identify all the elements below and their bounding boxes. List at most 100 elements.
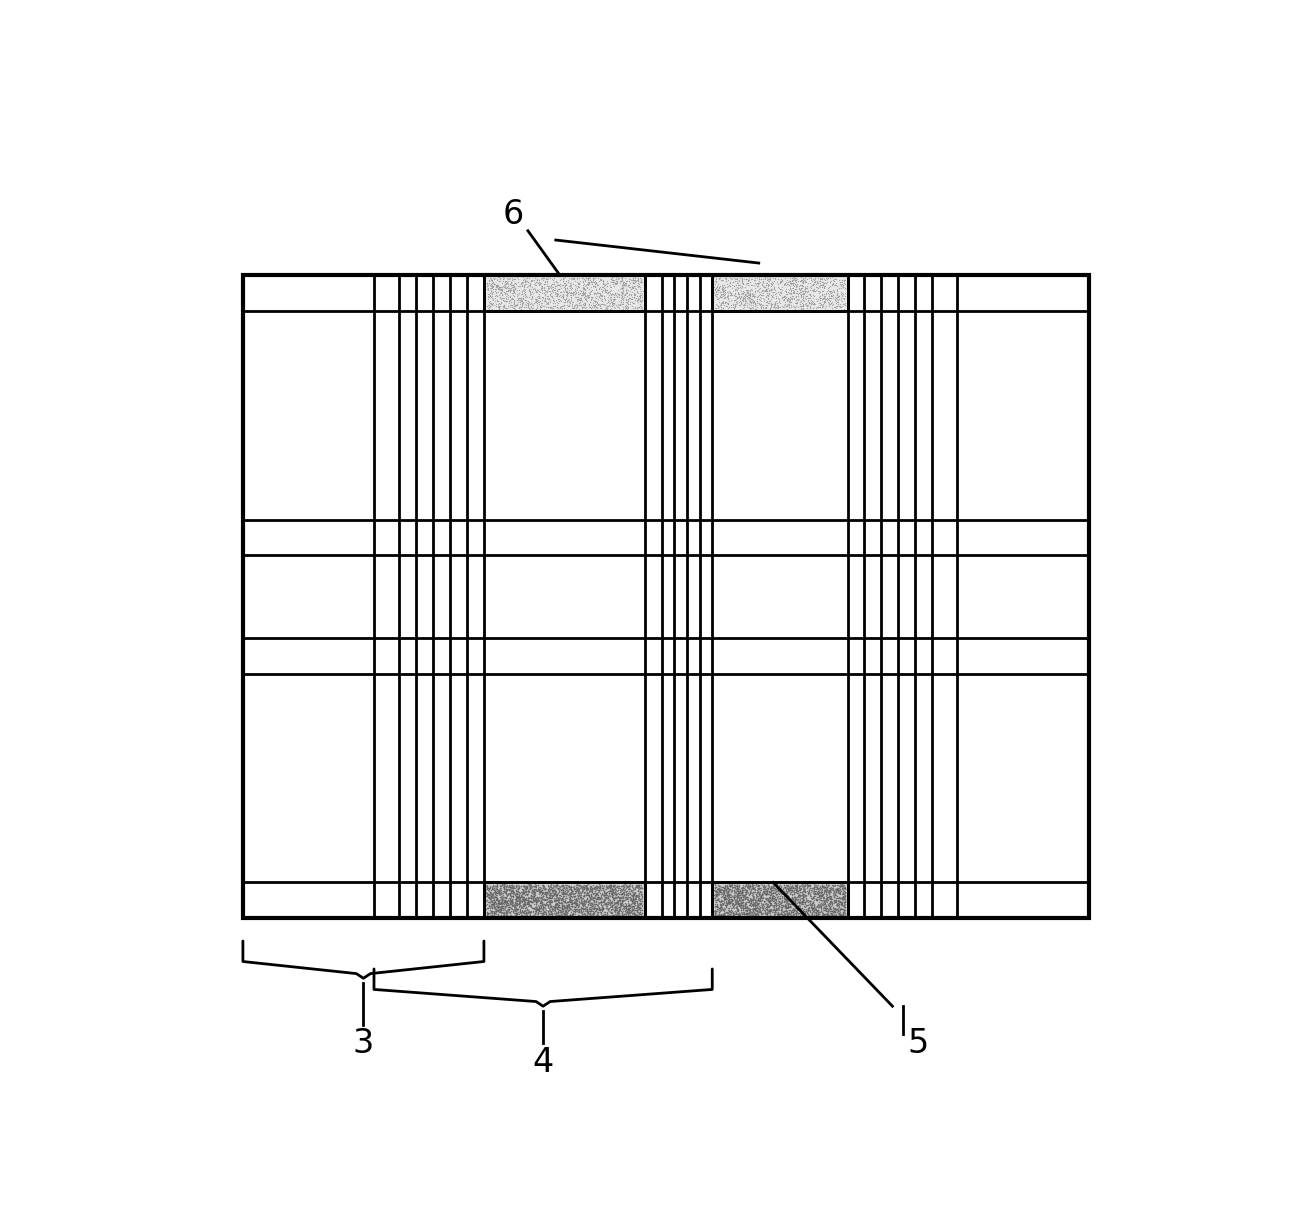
Point [520,906,540,925]
Point [726,899,747,919]
Point [807,268,827,288]
Point [627,277,648,296]
Point [542,886,562,906]
Point [559,268,579,288]
Point [714,885,735,904]
Point [522,890,543,909]
Point [625,906,646,925]
Point [564,899,585,919]
Point [605,883,626,902]
Point [578,902,599,921]
Point [535,879,556,898]
Point [587,890,608,909]
Point [779,880,800,899]
Point [751,887,772,907]
Point [549,290,570,310]
Point [485,906,505,925]
Point [739,293,760,312]
Point [536,891,557,910]
Point [824,294,844,313]
Point [533,271,553,290]
Point [564,877,585,896]
Point [601,897,622,916]
Point [600,878,621,897]
Point [781,273,801,293]
Point [516,297,536,317]
Point [747,901,768,920]
Point [624,288,644,307]
Point [573,284,594,303]
Point [482,898,503,918]
Point [507,885,527,904]
Point [835,879,856,898]
Point [503,886,523,906]
Point [573,297,594,317]
Point [556,880,577,899]
Point [490,899,511,919]
Point [759,878,779,897]
Point [607,887,627,907]
Point [817,902,838,921]
Point [794,885,814,904]
Point [817,875,838,895]
Point [514,284,535,303]
Point [783,878,804,897]
Point [731,893,752,913]
Point [599,285,620,305]
Point [796,885,817,904]
Point [533,903,553,922]
Point [786,878,807,897]
Point [818,904,839,924]
Point [540,901,561,920]
Point [572,889,592,908]
Point [783,904,804,924]
Point [774,875,795,895]
Point [546,885,566,904]
Point [612,880,633,899]
Point [733,290,753,310]
Point [751,886,772,906]
Point [742,276,763,295]
Point [542,278,562,297]
Point [611,899,631,919]
Point [503,287,523,306]
Point [629,877,650,896]
Point [477,274,498,294]
Point [798,290,818,310]
Point [709,288,730,307]
Point [540,904,561,924]
Point [757,289,778,308]
Point [830,297,851,317]
Point [768,270,788,289]
Point [607,892,627,912]
Point [500,898,521,918]
Point [795,885,816,904]
Point [782,276,803,295]
Point [546,889,566,908]
Point [756,881,777,901]
Point [570,290,591,310]
Point [553,878,574,897]
Point [772,886,792,906]
Point [707,875,727,895]
Point [482,289,503,308]
Point [713,877,734,896]
Point [607,273,627,293]
Point [809,887,830,907]
Point [713,280,734,300]
Point [746,875,766,895]
Point [759,901,779,920]
Point [508,885,529,904]
Point [721,877,742,896]
Point [779,879,800,898]
Point [587,899,608,919]
Point [513,893,534,913]
Point [564,288,585,307]
Point [816,886,837,906]
Point [548,906,569,925]
Point [517,272,538,291]
Point [509,277,530,296]
Point [555,897,575,916]
Point [807,906,827,925]
Point [716,293,737,312]
